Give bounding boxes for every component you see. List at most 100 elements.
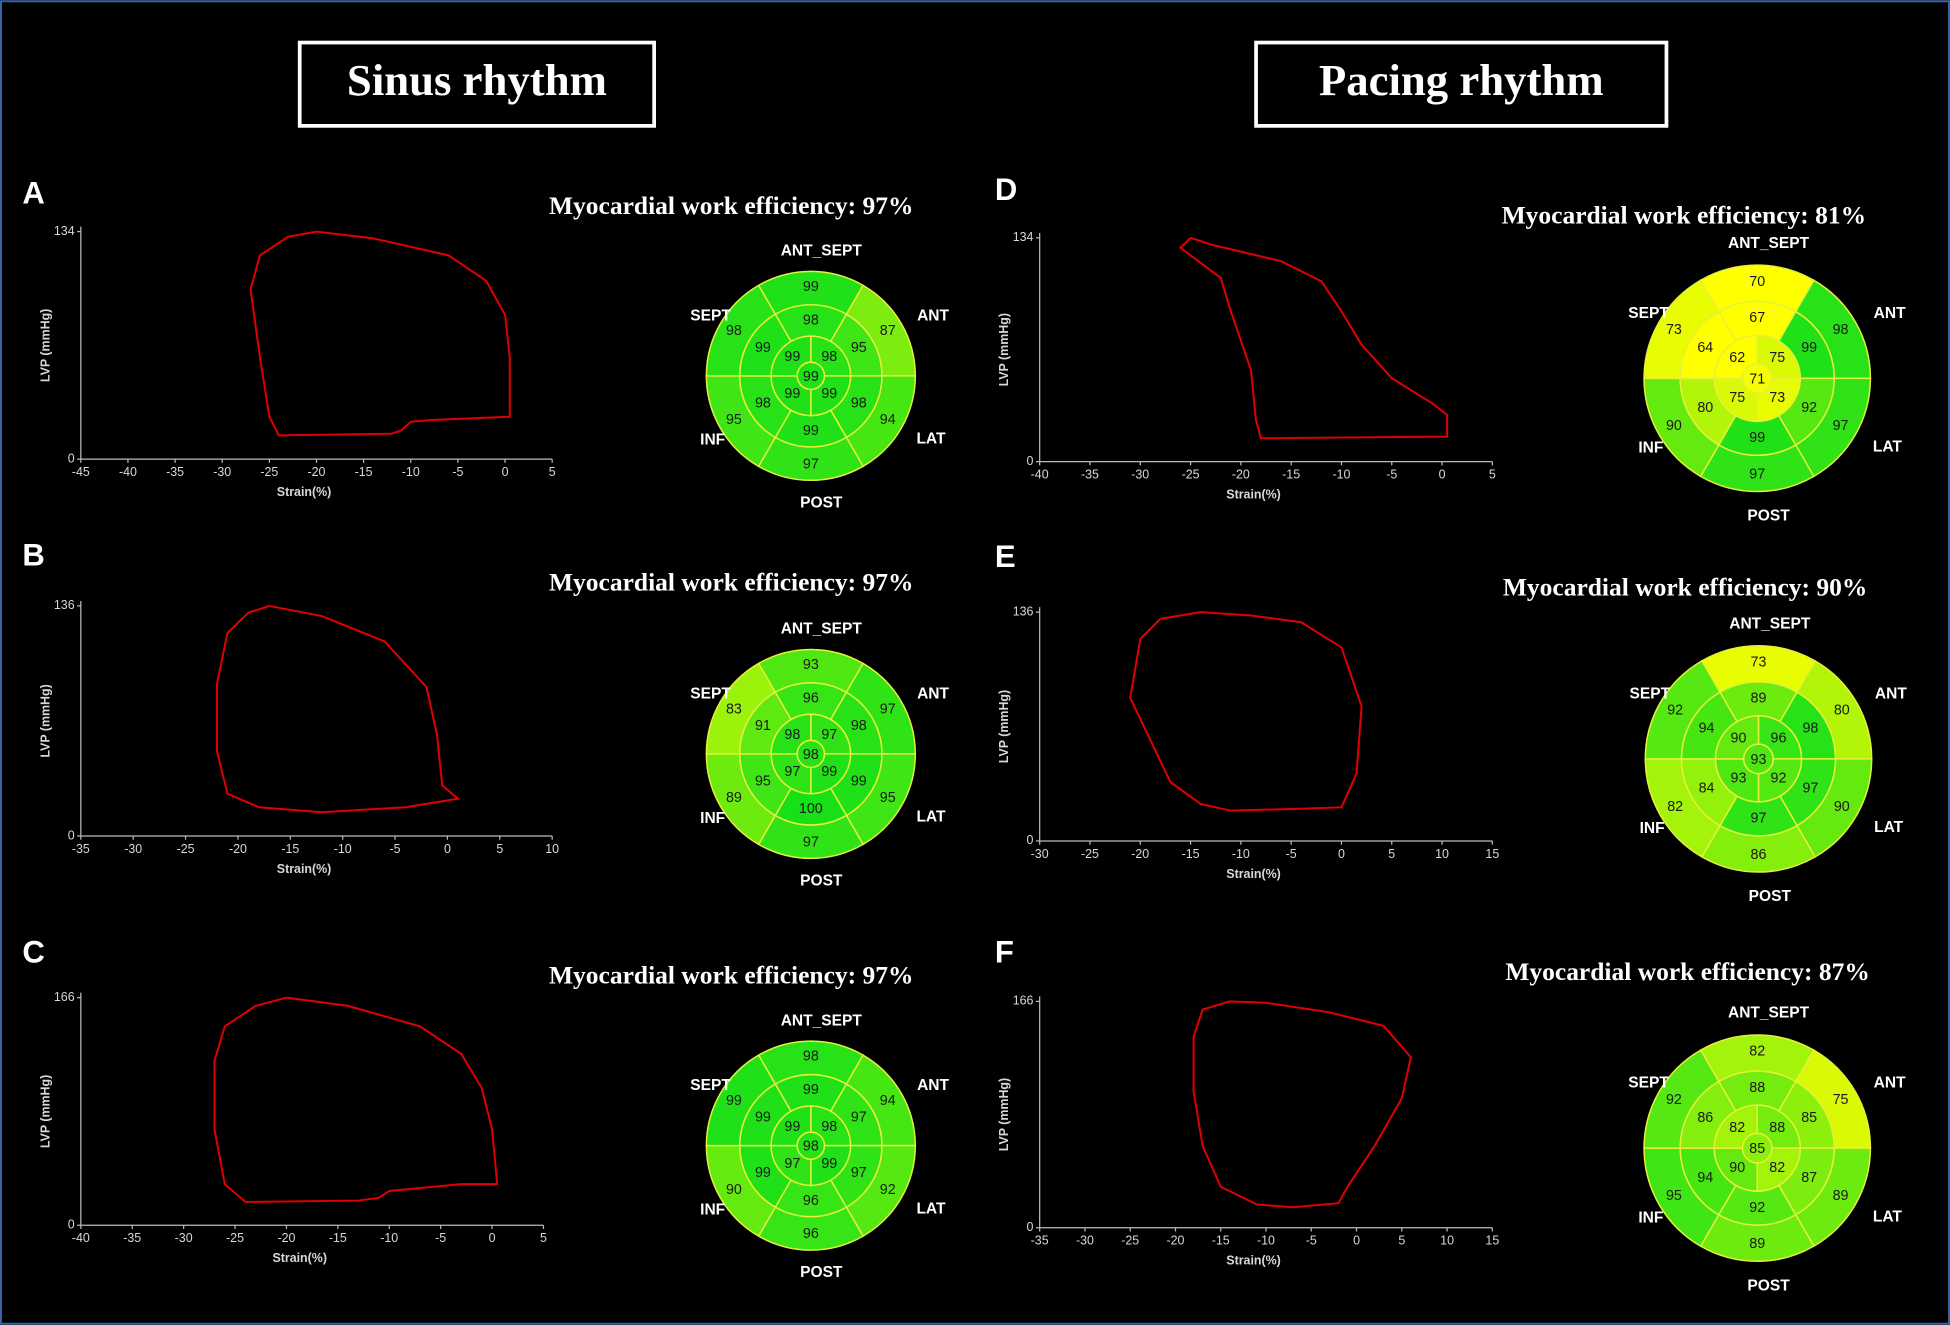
x-tick-label: 10: [1440, 1234, 1454, 1248]
segment-value: 97: [880, 701, 896, 717]
segment-value: 86: [1751, 847, 1767, 863]
segment-value: 73: [1666, 322, 1682, 338]
segment-value: 99: [803, 369, 819, 385]
orientation-label: SEPT: [1630, 685, 1671, 702]
heading: Sinus rhythm: [347, 55, 607, 105]
x-tick-label: 10: [1435, 847, 1449, 861]
orientation-label: SEPT: [690, 685, 731, 702]
segment-value: 98: [803, 1049, 819, 1065]
segment: [1741, 1132, 1773, 1164]
segment-value: 94: [1699, 721, 1715, 737]
y-axis-label: LVP (mmHg): [38, 1075, 52, 1148]
x-tick-label: -35: [1031, 1234, 1049, 1248]
orientation-label: LAT: [916, 431, 946, 448]
x-tick-label: 0: [1439, 468, 1446, 482]
x-tick-label: -25: [1081, 847, 1099, 861]
segment-value: 92: [1749, 1200, 1765, 1216]
segment-value: 95: [755, 773, 771, 789]
segment-value: 71: [1749, 371, 1765, 387]
segment-value: 96: [803, 1226, 819, 1242]
segment-value: 96: [803, 1193, 819, 1209]
segment: [796, 361, 826, 391]
y-tick-label: 0: [1027, 1220, 1034, 1234]
x-tick-label: -10: [1257, 1234, 1275, 1248]
segment-value: 99: [803, 1082, 819, 1098]
orientation-label: ANT_SEPT: [1729, 615, 1811, 632]
segment: [1743, 743, 1774, 775]
segment-value: 73: [1769, 390, 1785, 406]
x-tick-label: -20: [308, 465, 326, 479]
orientation-label: SEPT: [690, 1077, 731, 1094]
segment-value: 89: [726, 790, 742, 806]
x-tick-label: 0: [489, 1231, 496, 1245]
segment-value: 82: [1667, 799, 1683, 815]
x-tick-label: -30: [213, 465, 231, 479]
segment-value: 90: [726, 1182, 742, 1198]
y-tick-label: 0: [68, 451, 75, 465]
orientation-label: SEPT: [1628, 1075, 1669, 1092]
y-tick-label: 0: [68, 828, 75, 842]
x-tick-label: -10: [1332, 468, 1350, 482]
segment-value: 98: [851, 395, 867, 411]
segment-value: 83: [726, 701, 742, 717]
segment: [1741, 362, 1773, 394]
x-tick-label: -35: [123, 1231, 141, 1245]
orientation-label: ANT_SEPT: [1728, 235, 1810, 252]
segment-value: 97: [821, 727, 837, 743]
x-tick-label: 5: [1388, 847, 1395, 861]
segment-value: 96: [1771, 731, 1787, 747]
segment-value: 98: [821, 349, 837, 365]
segment-value: 88: [1769, 1120, 1785, 1136]
segment-value: 91: [755, 718, 771, 734]
segment-value: 99: [755, 340, 771, 356]
segment-value: 98: [803, 1139, 819, 1155]
segment-value: 67: [1749, 310, 1765, 326]
y-axis-label: LVP (mmHg): [38, 309, 52, 382]
orientation-label: POST: [1747, 1277, 1790, 1294]
x-tick-label: -25: [260, 465, 278, 479]
x-tick-label: 5: [540, 1231, 547, 1245]
segment-value: 90: [1729, 1160, 1745, 1176]
y-tick-label: 166: [54, 990, 75, 1004]
x-axis-label: Strain(%): [272, 1251, 327, 1265]
x-tick-label: -20: [1131, 847, 1149, 861]
segment-value: 99: [755, 1165, 771, 1181]
y-tick-label: 134: [54, 224, 75, 238]
segment-value: 98: [803, 312, 819, 328]
orientation-label: POST: [800, 872, 843, 889]
orientation-label: ANT: [917, 685, 949, 702]
segment-value: 97: [784, 764, 800, 780]
orientation-label: SEPT: [1628, 305, 1669, 322]
segment-value: 93: [1751, 752, 1767, 768]
segment-value: 99: [821, 764, 837, 780]
segment: [796, 1131, 826, 1160]
orientation-label: ANT: [917, 307, 949, 324]
segment-value: 85: [1801, 1110, 1817, 1126]
segment-value: 99: [821, 1156, 837, 1172]
y-tick-label: 0: [68, 1218, 75, 1232]
x-tick-label: -10: [380, 1231, 398, 1245]
efficiency-title: Myocardial work efficiency: 81%: [1502, 201, 1866, 230]
x-tick-label: -45: [72, 465, 90, 479]
pressure-strain-loop: [249, 230, 511, 437]
segment-value: 99: [821, 386, 837, 402]
x-tick-label: -10: [334, 842, 352, 856]
panel-letter: D: [995, 172, 1017, 207]
segment-value: 92: [880, 1182, 896, 1198]
y-tick-label: 136: [54, 598, 75, 612]
y-tick-label: 0: [1027, 454, 1034, 468]
y-tick-label: 0: [1027, 833, 1034, 847]
x-tick-label: 10: [545, 842, 559, 856]
orientation-label: INF: [700, 1202, 725, 1219]
segment-value: 98: [784, 727, 800, 743]
orientation-label: ANT: [917, 1077, 949, 1094]
panel-letter: A: [22, 176, 44, 211]
segment-value: 73: [1751, 654, 1767, 670]
x-tick-label: -25: [1182, 468, 1200, 482]
segment-value: 99: [784, 349, 800, 365]
x-tick-label: -40: [1031, 468, 1049, 482]
segment-value: 97: [851, 1110, 867, 1126]
